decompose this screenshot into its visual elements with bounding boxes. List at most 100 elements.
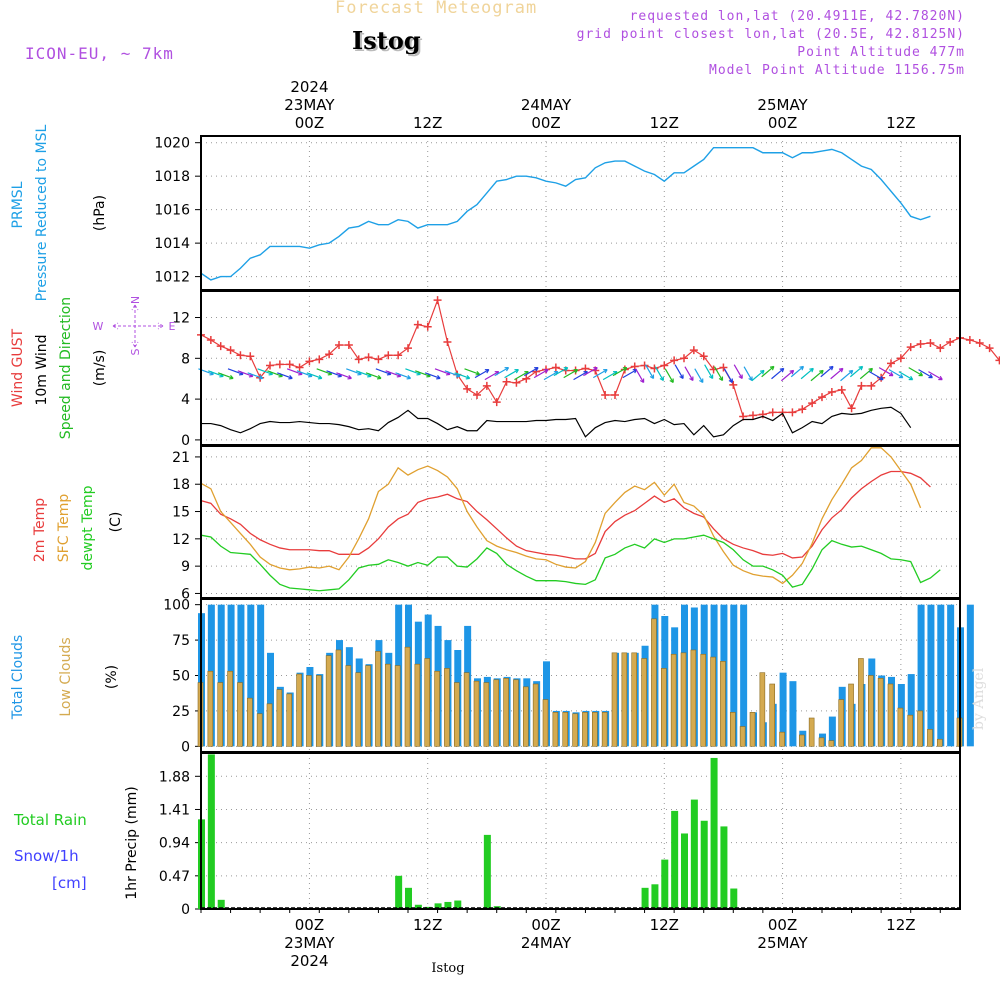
temp-2m-label: 2m Temp <box>32 498 48 562</box>
y-tick-label: 100 <box>163 598 190 614</box>
rain-bar <box>690 799 698 909</box>
rain-bar <box>710 757 718 909</box>
gust-marker <box>877 373 886 382</box>
gust-marker <box>887 359 895 368</box>
precip-unit: 1hr Precip (mm) <box>124 786 140 899</box>
y-tick-label: 1018 <box>154 169 190 185</box>
wind-direction-arrow <box>395 372 412 380</box>
total-cloud-bar <box>740 604 748 747</box>
wind-direction-arrow <box>674 364 684 380</box>
wind-direction-arrow <box>464 368 481 376</box>
wind-direction-arrow <box>800 367 814 380</box>
y-tick-label: 1014 <box>154 236 190 252</box>
gust-marker <box>680 354 688 363</box>
gust-marker <box>837 385 846 394</box>
total-cloud-bar <box>779 672 787 747</box>
compass-icon: N S W E <box>93 296 176 356</box>
low-cloud-bar <box>513 679 519 747</box>
low-cloud-bar <box>907 714 914 747</box>
gust-marker <box>975 339 984 348</box>
low-cloud-bar <box>552 712 559 747</box>
wind-direction-arrow <box>780 369 795 382</box>
pressure-label-long: Pressure Reduced to MSL <box>34 124 50 301</box>
gust-marker <box>463 384 472 393</box>
gust-label: Wind GUST <box>10 328 26 407</box>
low-cloud-bar <box>365 665 371 747</box>
gust-marker <box>354 355 363 364</box>
wind-direction-arrow <box>612 367 628 377</box>
time-label-bottom: 23MAY <box>284 934 335 952</box>
low-cloud-bar <box>779 731 785 747</box>
gust-marker <box>896 354 905 363</box>
gust-marker <box>266 361 274 370</box>
gust-marker <box>335 341 343 350</box>
low-cloud-bar <box>325 655 332 747</box>
gust-marker <box>226 346 235 355</box>
low-cloud-bar <box>877 678 884 747</box>
panel-frame <box>200 290 961 446</box>
total-cloud-bar <box>267 652 274 747</box>
low-cloud-bar <box>266 703 273 747</box>
y-tick-label: 50 <box>172 669 190 685</box>
gust-marker <box>482 381 491 390</box>
time-label-bottom: 24MAY <box>521 934 572 952</box>
low-cloud-bar <box>384 663 391 747</box>
wind-direction-arrow <box>217 372 234 380</box>
rain-bar <box>434 903 442 909</box>
wind-direction-arrow <box>494 367 510 377</box>
y-tick-label: 9 <box>181 559 190 575</box>
temp-unit: (C) <box>108 512 124 533</box>
gust-marker <box>650 364 659 373</box>
y-tick-label: 0 <box>181 902 190 918</box>
gust-marker <box>413 320 422 329</box>
y-tick-label: 0.94 <box>159 836 190 852</box>
gust-marker <box>906 343 915 352</box>
wind-direction-arrow <box>277 372 293 380</box>
gust-marker <box>778 408 787 417</box>
wind-direction-arrow <box>713 366 724 382</box>
y-tick-label: 1020 <box>154 136 190 152</box>
gust-marker <box>344 341 353 350</box>
rain-bar <box>641 887 649 909</box>
low-cloud-bar <box>818 737 825 747</box>
gust-marker <box>206 335 215 344</box>
total-cloud-bar <box>937 604 945 747</box>
direction-label: Speed and Direction <box>58 297 74 439</box>
y-tick-label: 0.47 <box>159 869 190 885</box>
model-point-altitude: Model Point Altitude 1156.75m <box>709 63 965 78</box>
total-clouds-label: Total Clouds <box>10 635 26 720</box>
gust-marker <box>827 387 836 396</box>
y-tick-label: 1.88 <box>159 769 190 785</box>
low-cloud-bar <box>660 668 667 747</box>
low-cloud-bar <box>720 661 726 747</box>
wind-direction-arrow <box>635 368 645 384</box>
gust-marker <box>275 360 284 369</box>
panel-frame <box>200 445 961 599</box>
low-cloud-bar <box>306 675 312 747</box>
gust-marker <box>965 335 974 344</box>
total-cloud-bar <box>237 604 245 747</box>
low-cloud-bar <box>936 738 943 747</box>
rain-bar <box>730 888 738 909</box>
low-cloud-bar <box>690 649 697 747</box>
gust-marker <box>788 408 797 417</box>
low-cloud-bar <box>601 712 608 747</box>
low-cloud-bar <box>217 682 224 747</box>
gust-marker <box>699 352 708 361</box>
time-label-bottom: 12Z <box>413 916 442 934</box>
gust-marker <box>857 381 866 390</box>
low-cloud-bar <box>769 683 776 747</box>
time-label-top: 12Z <box>413 114 442 132</box>
low-cloud-bar <box>749 712 756 747</box>
wind-direction-arrow <box>704 364 714 380</box>
gust-marker <box>601 391 610 400</box>
gust-marker <box>522 374 531 383</box>
model-label: ICON-EU, ~ 7km <box>25 44 174 63</box>
watermark: by Angel <box>971 667 987 730</box>
gust-marker <box>946 337 955 346</box>
wind-direction-arrow <box>533 369 549 379</box>
low-cloud-bar <box>641 658 647 747</box>
total-cloud-bar <box>257 604 265 747</box>
station-name: Istog <box>352 26 421 55</box>
gust-marker <box>394 351 403 360</box>
